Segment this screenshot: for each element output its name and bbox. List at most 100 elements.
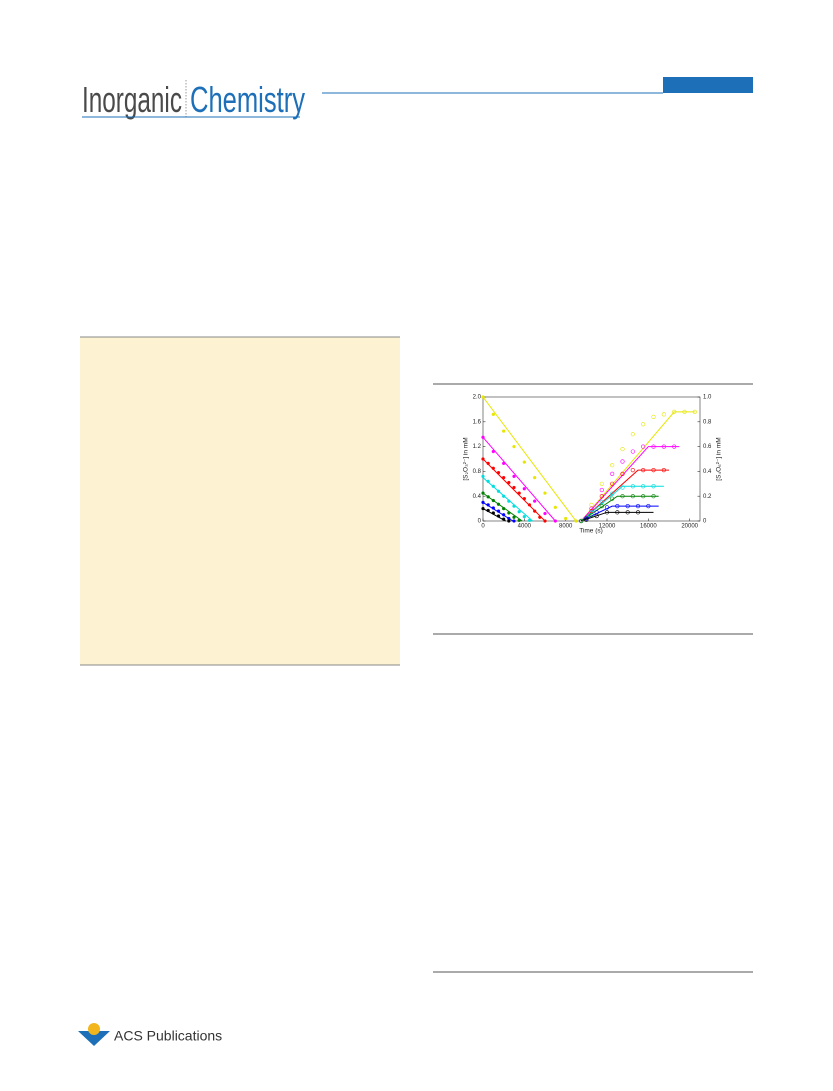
filled-marker <box>481 500 485 505</box>
open-marker <box>641 484 646 489</box>
filled-marker <box>512 504 516 508</box>
open-marker <box>604 510 610 515</box>
y-tick-label: 2.0 <box>473 395 482 401</box>
open-marker <box>651 468 656 473</box>
filled-marker <box>496 470 501 475</box>
open-marker <box>672 409 677 414</box>
filled-marker <box>481 506 485 511</box>
open-marker <box>615 510 620 515</box>
model-line <box>482 396 577 522</box>
filled-marker <box>481 395 485 399</box>
filled-marker <box>481 491 485 495</box>
journal-name: Chemistry <box>190 79 305 120</box>
model-line <box>580 469 669 522</box>
filled-marker <box>533 475 537 480</box>
y2-axis-label: [S₄O₆²⁻] in mM <box>716 437 723 480</box>
open-marker <box>620 485 625 490</box>
filled-marker <box>502 513 506 517</box>
filled-marker <box>496 509 501 513</box>
x-tick-label: 4000 <box>518 524 532 530</box>
filled-marker <box>522 515 526 519</box>
y2-tick-label: 0 <box>703 519 707 525</box>
filled-marker <box>491 498 495 503</box>
filled-marker <box>491 484 495 488</box>
open-marker <box>625 504 630 509</box>
x-tick-label: 8000 <box>559 524 573 530</box>
open-marker <box>604 505 610 510</box>
filled-marker <box>512 519 516 523</box>
y2-tick-label: 0.2 <box>703 494 712 500</box>
header-bar <box>663 77 753 93</box>
open-marker <box>620 494 625 499</box>
filled-marker <box>491 412 495 417</box>
open-marker <box>589 502 594 507</box>
y2-tick-label: 0.6 <box>703 444 712 450</box>
filled-marker <box>574 519 578 523</box>
filled-marker <box>486 495 490 499</box>
filled-marker <box>564 516 568 521</box>
filled-marker <box>507 519 511 523</box>
open-marker <box>610 471 615 476</box>
model-line <box>482 477 533 522</box>
plot-frame <box>482 396 701 522</box>
open-marker <box>641 494 646 499</box>
model-line <box>580 485 664 522</box>
y-tick-label: 0 <box>478 519 482 525</box>
acs-logo <box>78 1023 110 1046</box>
open-marker <box>661 412 666 417</box>
open-marker <box>630 468 635 473</box>
filled-marker <box>496 502 501 506</box>
filled-marker <box>496 514 501 518</box>
y2-tick-label: 1.0 <box>703 395 712 401</box>
open-marker <box>610 491 615 496</box>
x-tick-label: 16000 <box>640 524 657 530</box>
open-marker <box>635 504 641 509</box>
open-marker <box>615 504 620 509</box>
open-marker <box>661 444 666 449</box>
open-marker <box>630 494 635 499</box>
filled-marker <box>486 503 490 507</box>
y-tick-label: 0.8 <box>473 469 482 475</box>
model-line <box>580 446 680 522</box>
filled-marker <box>507 511 511 515</box>
open-marker <box>620 446 625 452</box>
open-marker <box>610 463 615 468</box>
filled-marker <box>512 474 516 479</box>
y2-tick-label: 0.4 <box>703 469 712 475</box>
open-marker <box>630 432 635 437</box>
filled-marker <box>502 494 506 498</box>
filled-marker <box>553 519 557 523</box>
filled-marker <box>491 466 495 470</box>
y2-tick-label: 0.8 <box>703 419 712 425</box>
open-marker <box>620 471 625 476</box>
filled-marker <box>502 517 506 521</box>
model-line <box>482 492 523 522</box>
filled-marker <box>517 518 521 523</box>
filled-marker <box>522 497 526 501</box>
filled-marker <box>522 460 526 464</box>
y-axis-label: [S₂O₃²⁻] in mM <box>463 437 470 480</box>
filled-marker <box>486 479 490 483</box>
filled-marker <box>512 515 516 519</box>
open-marker <box>630 484 635 489</box>
open-marker <box>661 468 666 473</box>
open-marker <box>599 487 604 493</box>
filled-marker <box>507 480 511 485</box>
filled-marker <box>481 457 485 461</box>
filled-marker <box>527 518 532 523</box>
filled-marker <box>533 499 537 503</box>
open-marker <box>672 444 677 449</box>
open-marker <box>692 409 697 414</box>
open-marker <box>579 518 584 524</box>
filled-marker <box>491 511 495 515</box>
y-tick-label: 1.6 <box>473 419 482 425</box>
x-tick-label: 20000 <box>681 524 698 530</box>
filled-marker <box>538 515 542 519</box>
filled-marker <box>543 491 547 495</box>
filled-marker <box>502 429 506 433</box>
open-marker <box>630 449 635 454</box>
filled-marker <box>491 506 495 510</box>
filled-marker <box>507 499 511 503</box>
x-tick-label: 12000 <box>599 524 616 530</box>
